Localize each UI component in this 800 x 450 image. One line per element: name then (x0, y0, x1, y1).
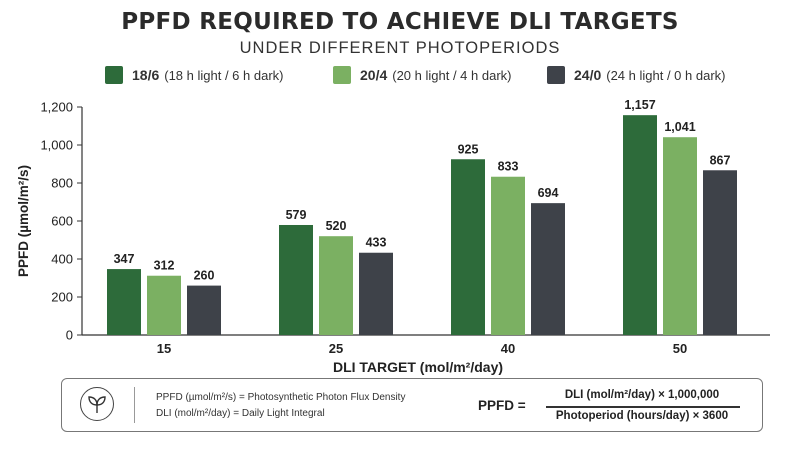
legend-swatch-24-0 (547, 66, 565, 84)
legend-name-18-6: 18/6 (132, 67, 160, 83)
x-tick-label: 40 (501, 341, 515, 356)
x-axis-title: DLI TARGET (mol/m²/day) (333, 359, 503, 375)
bar (147, 275, 181, 335)
y-tick-label: 1,000 (40, 138, 73, 153)
legend-item-20-4: 20/4 (20 h light / 4 h dark) (333, 66, 511, 84)
legend-desc-24-0: (24 h light / 0 h dark) (606, 67, 726, 83)
formula-denominator: Photoperiod (hours/day) × 3600 (555, 410, 729, 422)
formula-lhs: PPFD = (478, 398, 526, 413)
formula-fraction-bar (546, 406, 740, 408)
legend-desc-18-6: (18 h light / 6 h dark) (164, 67, 284, 83)
bar-value-label: 260 (194, 269, 215, 283)
legend-item-24-0: 24/0 (24 h light / 0 h dark) (547, 66, 725, 84)
bar-value-label: 433 (366, 236, 387, 250)
bar-value-label: 833 (498, 160, 519, 174)
leaf-icon (80, 387, 114, 421)
bar (703, 170, 737, 335)
x-tick-label: 25 (329, 341, 343, 356)
legend-desc-20-4: (20 h light / 4 h dark) (392, 67, 512, 83)
info-divider (134, 387, 135, 423)
dli-definition: DLI (mol/m²/day) = Daily Light Integral (156, 408, 325, 419)
y-tick-label: 0 (66, 328, 73, 343)
y-tick-label: 1,200 (40, 100, 73, 115)
bar (451, 159, 485, 335)
y-tick-label: 800 (51, 176, 73, 191)
y-axis-title: PPFD (µmol/m²/s) (16, 165, 31, 277)
bar-value-label: 694 (538, 186, 559, 200)
legend-name-20-4: 20/4 (360, 67, 388, 83)
legend-name-24-0: 24/0 (574, 67, 602, 83)
bar (623, 115, 657, 335)
bar (187, 285, 221, 335)
bar (319, 236, 353, 335)
bar (359, 252, 393, 335)
legend-swatch-20-4 (333, 66, 351, 84)
chart-subtitle: UNDER DIFFERENT PHOTOPERIODS (239, 39, 561, 57)
y-tick-label: 200 (51, 290, 73, 305)
info-box: PPFD (µmol/m²/s) = Photosynthetic Photon… (61, 378, 763, 432)
bar-value-label: 867 (710, 153, 731, 167)
y-tick-label: 400 (51, 252, 73, 267)
legend-swatch-18-6 (105, 66, 123, 84)
bar-value-label: 579 (286, 208, 307, 222)
bar-value-label: 1,157 (624, 98, 655, 112)
legend-item-18-6: 18/6 (18 h light / 6 h dark) (105, 66, 283, 84)
x-tick-label: 50 (673, 341, 687, 356)
ppfd-formula: PPFD = DLI (mol/m²/day) × 1,000,000 Phot… (474, 387, 754, 425)
ppfd-definition: PPFD (µmol/m²/s) = Photosynthetic Photon… (156, 392, 406, 403)
bar-value-label: 520 (326, 219, 347, 233)
x-tick-label: 15 (157, 341, 171, 356)
legend: 18/6 (18 h light / 6 h dark) 20/4 (20 h … (0, 66, 800, 86)
bar-value-label: 347 (114, 252, 135, 266)
bar-value-label: 925 (458, 142, 479, 156)
bar-value-label: 1,041 (664, 120, 695, 134)
bar (663, 137, 697, 335)
bar-value-label: 312 (154, 259, 175, 273)
bar (107, 269, 141, 335)
bar (279, 224, 313, 335)
y-tick-label: 600 (51, 214, 73, 229)
bar (491, 176, 525, 335)
bar (531, 203, 565, 335)
chart-title: PPFD REQUIRED TO ACHIEVE DLI TARGETS (121, 9, 679, 35)
formula-numerator: DLI (mol/m²/day) × 1,000,000 (564, 389, 720, 401)
